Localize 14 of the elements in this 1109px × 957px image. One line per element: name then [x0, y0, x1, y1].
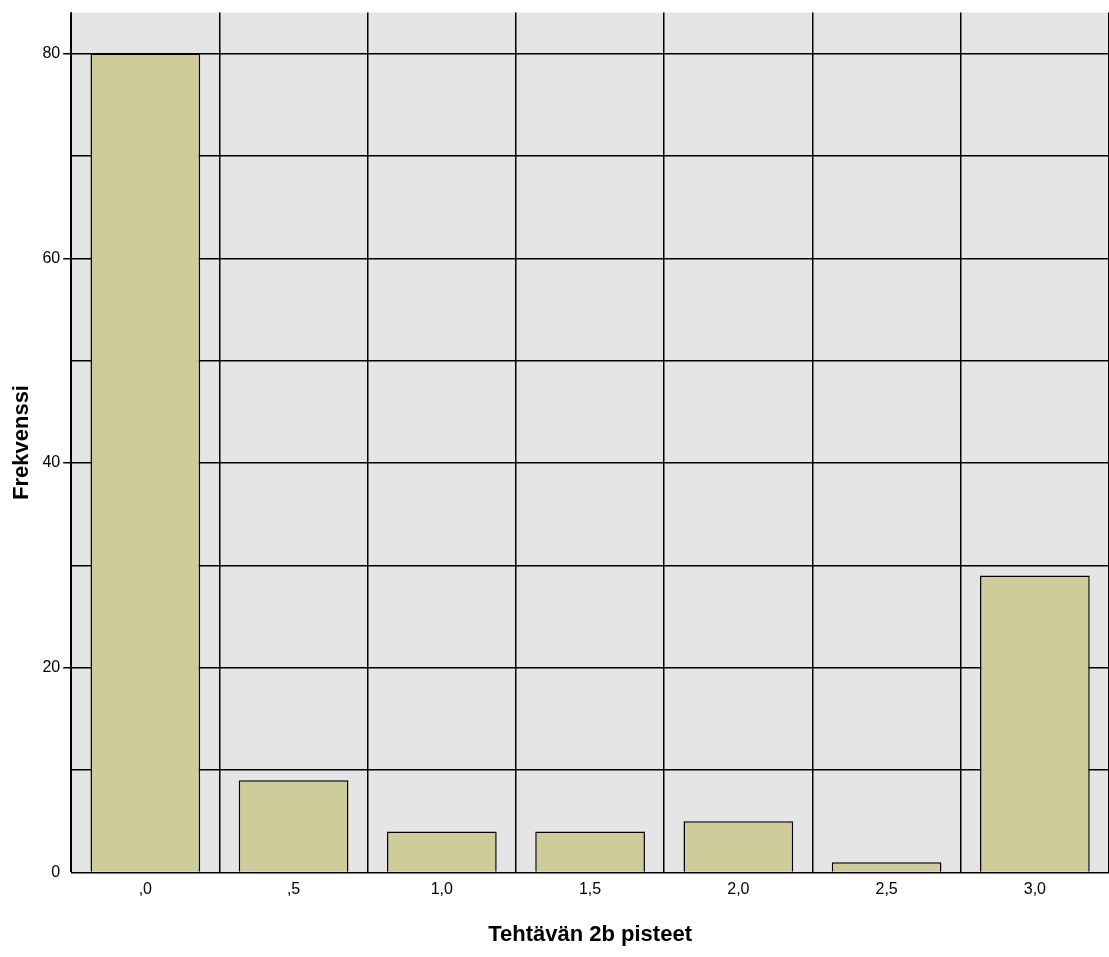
x-tick-label: 2,5	[875, 880, 898, 898]
x-tick-label: 1,5	[578, 880, 602, 898]
y-tick-label: 80	[42, 43, 61, 61]
x-tick-label: ,0	[138, 880, 153, 898]
y-tick-label: 40	[42, 453, 61, 471]
x-tick-label: 3,0	[1023, 880, 1047, 898]
x-tick-label: 1,0	[430, 880, 454, 898]
x-tick-label: 2,0	[727, 880, 750, 898]
y-tick-label: 20	[42, 658, 61, 676]
y-axis-title: Frekvenssi	[8, 385, 34, 500]
x-axis-title: Tehtävän 2b pisteet	[488, 920, 693, 946]
y-tick-label: 60	[42, 248, 61, 266]
x-tick-label: ,5	[286, 880, 301, 898]
y-tick-label: 0	[51, 862, 61, 880]
